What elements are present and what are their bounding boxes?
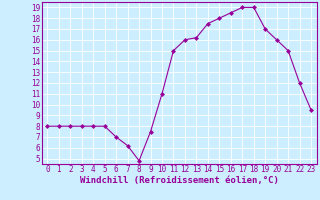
X-axis label: Windchill (Refroidissement éolien,°C): Windchill (Refroidissement éolien,°C): [80, 176, 279, 185]
